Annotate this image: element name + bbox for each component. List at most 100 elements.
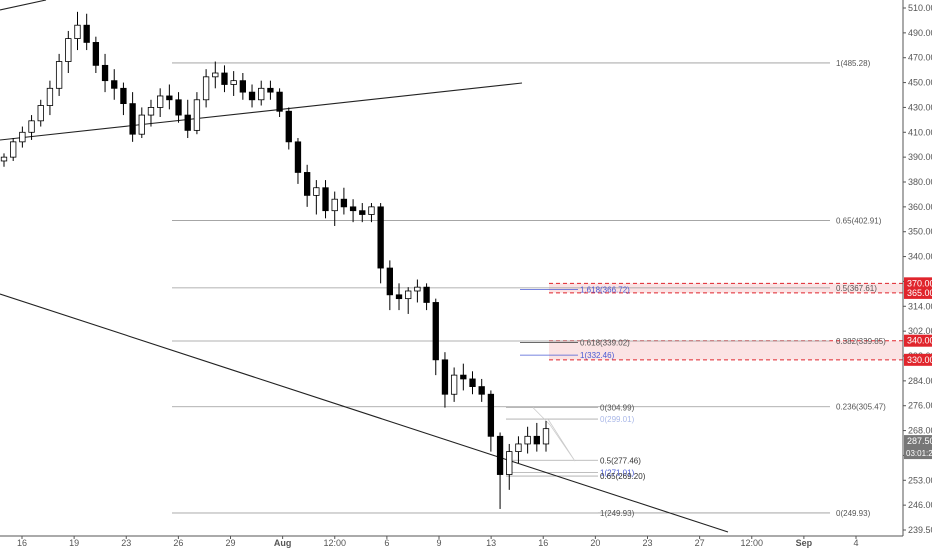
candle-body-56 (515, 443, 522, 453)
trendline-top (0, 0, 47, 11)
y-tick-label-0: 510.00 (908, 3, 932, 13)
y-tick-label-19: 253.00 (908, 475, 932, 485)
candle-body-1 (10, 141, 17, 158)
y-tick-label-17: 268.00 (908, 426, 932, 436)
y-tick-label-12: 314.00 (908, 301, 932, 311)
candle-body-18 (166, 95, 173, 101)
x-tick-label-0: 16 (17, 538, 27, 548)
candle-body-38 (349, 206, 357, 212)
y-tick-label-16: 276.00 (908, 401, 932, 411)
x-tick-label-10: 16 (538, 538, 548, 548)
candle-body-26 (239, 80, 247, 93)
x-tick-label-1: 19 (69, 538, 79, 548)
candle-body-6 (55, 61, 63, 89)
fib-main-label-1: 0.65(402.91) (836, 216, 882, 225)
candle-body-22 (202, 76, 210, 101)
candle-body-23 (212, 72, 219, 78)
trendline-layer (0, 0, 729, 533)
last-price-box (904, 435, 932, 460)
candle-body-46 (423, 286, 430, 303)
candle-body-29 (267, 87, 274, 93)
candle-body-16 (147, 107, 155, 116)
y-tick-label-9: 350.00 (908, 227, 932, 237)
x-tick-label-2: 23 (121, 538, 131, 548)
candle-body-27 (248, 91, 256, 101)
fib-main-label-5: 0(249.93) (836, 509, 871, 518)
y-tick-label-6: 390.00 (908, 152, 932, 162)
candle-body-54 (496, 435, 504, 475)
x-tick-label-16: 4 (853, 538, 858, 548)
price-box-0 (904, 277, 932, 290)
y-tick-label-4: 430.00 (908, 102, 932, 112)
candle-body-40 (368, 206, 375, 215)
x-tick-label-15: Sep (796, 538, 813, 548)
candle-body-49 (450, 374, 458, 395)
fib-mid-label-1: 0.618(339.02) (580, 339, 630, 348)
candle-body-10 (92, 42, 100, 66)
countdown-label: 03:01:20 (906, 449, 932, 458)
candle-body-24 (221, 72, 228, 85)
candle-body-8 (74, 24, 81, 39)
candle-body-19 (175, 99, 182, 116)
candle-body-34 (313, 187, 320, 196)
y-tick-label-3: 450.00 (908, 78, 932, 88)
candle-body-35 (322, 187, 329, 212)
candle-body-57 (524, 435, 531, 445)
candle-body-3 (28, 120, 35, 133)
candle-body-59 (542, 428, 550, 445)
candle-body-4 (37, 105, 44, 122)
candle-body-12 (111, 80, 118, 89)
candle-body-50 (460, 374, 467, 380)
candle-body-9 (83, 24, 90, 43)
fib-small-label-3: 1(271.01) (600, 469, 635, 478)
candle-body-14 (129, 103, 136, 135)
x-tick-label-6: 12:00 (323, 538, 346, 548)
y-tick-label-21: 239.50 (908, 525, 932, 535)
candle-body-21 (193, 99, 201, 131)
x-tick-label-12: 23 (642, 538, 652, 548)
candle-body-33 (303, 172, 311, 196)
projection-path (532, 407, 576, 462)
price-box-label-0: 370.00 (907, 278, 932, 288)
candle-body-47 (432, 302, 439, 361)
candle-body-44 (405, 290, 412, 300)
candle-body-5 (46, 87, 54, 106)
price-box-label-2: 340.00 (907, 336, 932, 346)
price-box-3 (904, 353, 932, 366)
candle-body-13 (120, 87, 127, 105)
y-tick-label-7: 380.00 (908, 177, 932, 187)
x-tick-label-3: 26 (173, 538, 183, 548)
candle-body-37 (340, 198, 348, 208)
candle-body-39 (359, 210, 366, 215)
y-tick-label-1: 490.00 (908, 28, 932, 38)
candle-body-51 (469, 378, 476, 387)
price-box-label-1: 365.00 (907, 288, 932, 298)
price-box-2 (904, 334, 932, 347)
candle-body-52 (478, 386, 485, 395)
trendline-upper (0, 82, 523, 141)
y-tick-label-8: 360.00 (908, 202, 932, 212)
y-tick-label-2: 470.00 (908, 53, 932, 63)
candle-body-43 (395, 294, 403, 300)
last-price-label: 287.50 (907, 436, 932, 446)
y-tick-label-13: 302.00 (908, 326, 932, 336)
trendline-lower (0, 293, 729, 533)
candles-layer (0, 11, 550, 509)
x-tick-label-13: 27 (695, 538, 705, 548)
x-tick-label-4: 29 (225, 538, 235, 548)
fib-small-label-1: 0(299.01) (600, 415, 635, 424)
candle-body-36 (331, 198, 338, 212)
fib-main-label-2: 0.5(367.61) (836, 284, 877, 293)
x-tick-label-11: 20 (590, 538, 600, 548)
price-box-1 (904, 286, 932, 299)
candle-body-28 (258, 87, 265, 101)
candle-body-32 (294, 141, 302, 173)
y-tick-label-5: 410.00 (908, 127, 932, 137)
candle-body-25 (230, 80, 237, 85)
y-tick-label-10: 340.00 (908, 252, 932, 262)
fib-small-label-0: 0(304.99) (600, 404, 635, 413)
x-tick-label-9: 13 (486, 538, 496, 548)
